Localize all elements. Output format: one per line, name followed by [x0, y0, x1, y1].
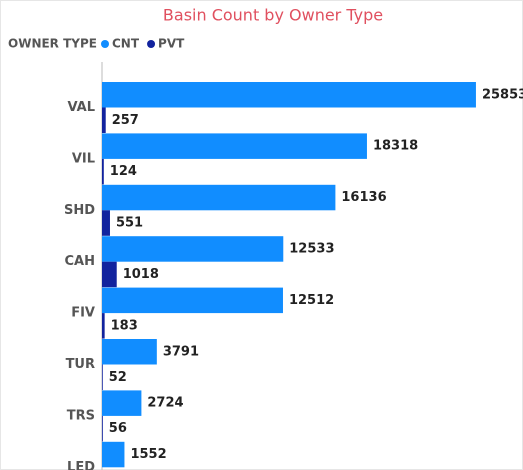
data-label: 257: [112, 113, 139, 128]
legend-title: OWNER TYPE: [8, 37, 97, 51]
y-tick-label: CAH: [65, 254, 95, 269]
y-tick-label: LED: [67, 460, 95, 470]
y-tick-label: VIL: [72, 151, 95, 166]
bar: [102, 158, 104, 185]
y-tick-label: VAL: [67, 100, 95, 115]
data-label: 12512: [289, 293, 334, 308]
data-label: 551: [116, 216, 143, 231]
data-label: 3791: [163, 344, 199, 359]
bar: [102, 236, 284, 262]
data-label: 18318: [373, 139, 418, 154]
bar: [102, 210, 110, 236]
data-label: 12533: [289, 241, 334, 256]
data-label: 183: [111, 318, 138, 333]
bar: [102, 441, 125, 468]
data-label: 1018: [123, 267, 159, 282]
legend-swatch: [147, 40, 156, 48]
bar: [102, 313, 105, 339]
y-tick-label: FIV: [71, 306, 95, 321]
bar: [102, 390, 142, 416]
chart-title: Basin Count by Owner Type: [163, 6, 383, 25]
bar: [102, 107, 106, 133]
y-tick-label: TRS: [67, 408, 95, 423]
bar: [102, 82, 476, 108]
data-label: 2724: [147, 396, 183, 411]
bar: [102, 287, 283, 314]
data-label: 56: [109, 421, 127, 436]
legend-swatch: [101, 40, 109, 48]
legend-label: PVT: [158, 37, 185, 51]
y-tick-label: TUR: [66, 357, 95, 372]
bar: [102, 364, 103, 390]
bar: [102, 261, 117, 288]
bar: [102, 184, 336, 211]
data-label: 25853: [482, 87, 523, 102]
data-label: 16136: [341, 190, 386, 205]
data-label: 52: [109, 370, 127, 385]
y-tick-label: SHD: [64, 203, 95, 218]
bar: [102, 339, 157, 365]
bar: [102, 415, 103, 442]
legend-label: CNT: [112, 37, 140, 51]
data-label: 1552: [130, 447, 166, 462]
data-label: 124: [110, 164, 137, 179]
bar: [102, 133, 367, 159]
